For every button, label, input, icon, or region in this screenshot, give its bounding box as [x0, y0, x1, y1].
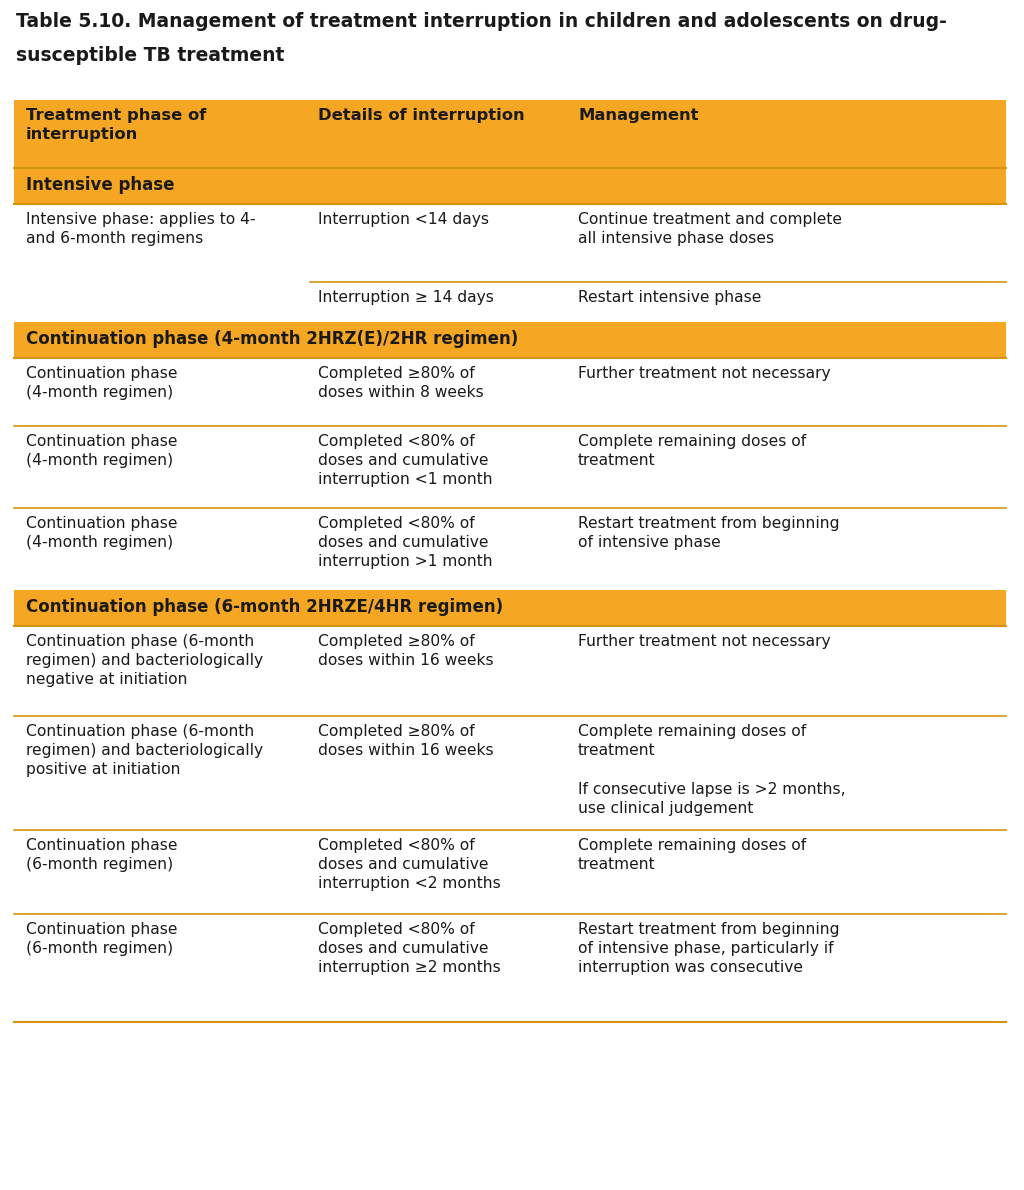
Text: Continuation phase
(6-month regimen): Continuation phase (6-month regimen) — [26, 922, 177, 957]
Text: Further treatment not necessary: Further treatment not necessary — [578, 367, 830, 381]
Text: Intensive phase: Intensive phase — [26, 176, 174, 194]
Bar — [14, 829, 1006, 914]
Bar — [14, 203, 1006, 282]
Bar — [14, 590, 1006, 626]
Text: Details of interruption: Details of interruption — [318, 108, 524, 123]
Text: Restart intensive phase: Restart intensive phase — [578, 290, 762, 305]
Text: Interruption ≥ 14 days: Interruption ≥ 14 days — [318, 290, 494, 305]
Text: Treatment phase of
interruption: Treatment phase of interruption — [26, 108, 206, 142]
Text: Continuation phase
(4-month regimen): Continuation phase (4-month regimen) — [26, 434, 177, 468]
Text: Restart treatment from beginning
of intensive phase: Restart treatment from beginning of inte… — [578, 516, 840, 550]
Text: Continuation phase (6-month 2HRZE/4HR regimen): Continuation phase (6-month 2HRZE/4HR re… — [26, 599, 503, 616]
Bar — [14, 508, 1006, 590]
Text: Table 5.10. Management of treatment interruption in children and adolescents on : Table 5.10. Management of treatment inte… — [16, 12, 947, 31]
Text: Completed <80% of
doses and cumulative
interruption <1 month: Completed <80% of doses and cumulative i… — [318, 434, 493, 488]
Bar — [14, 282, 1006, 322]
Text: Continuation phase (4-month 2HRZ(E)/2HR regimen): Continuation phase (4-month 2HRZ(E)/2HR … — [26, 330, 518, 347]
Bar — [14, 626, 1006, 716]
Text: Complete remaining doses of
treatment: Complete remaining doses of treatment — [578, 838, 806, 872]
Bar — [14, 358, 1006, 426]
Bar — [14, 322, 1006, 358]
Text: Continuation phase
(4-month regimen): Continuation phase (4-month regimen) — [26, 516, 177, 550]
Text: Continuation phase
(4-month regimen): Continuation phase (4-month regimen) — [26, 367, 177, 400]
Text: Completed <80% of
doses and cumulative
interruption <2 months: Completed <80% of doses and cumulative i… — [318, 838, 501, 891]
Text: Further treatment not necessary: Further treatment not necessary — [578, 634, 830, 649]
Text: Completed ≥80% of
doses within 16 weeks: Completed ≥80% of doses within 16 weeks — [318, 634, 494, 669]
Text: Continuation phase
(6-month regimen): Continuation phase (6-month regimen) — [26, 838, 177, 872]
Text: Continue treatment and complete
all intensive phase doses: Continue treatment and complete all inte… — [578, 212, 842, 246]
Bar — [14, 426, 1006, 508]
Text: Completed ≥80% of
doses within 16 weeks: Completed ≥80% of doses within 16 weeks — [318, 724, 494, 758]
Text: Management: Management — [578, 108, 698, 123]
Bar — [14, 716, 1006, 829]
Text: Continuation phase (6-month
regimen) and bacteriologically
positive at initiatio: Continuation phase (6-month regimen) and… — [26, 724, 263, 777]
Text: Continuation phase (6-month
regimen) and bacteriologically
negative at initiatio: Continuation phase (6-month regimen) and… — [26, 634, 263, 688]
Bar — [14, 914, 1006, 1022]
Text: Intensive phase: applies to 4-
and 6-month regimens: Intensive phase: applies to 4- and 6-mon… — [26, 212, 256, 246]
Text: Restart treatment from beginning
of intensive phase, particularly if
interruptio: Restart treatment from beginning of inte… — [578, 922, 840, 976]
Text: Completed ≥80% of
doses within 8 weeks: Completed ≥80% of doses within 8 weeks — [318, 367, 483, 400]
Text: susceptible TB treatment: susceptible TB treatment — [16, 46, 285, 65]
Text: Completed <80% of
doses and cumulative
interruption >1 month: Completed <80% of doses and cumulative i… — [318, 516, 493, 569]
Text: Completed <80% of
doses and cumulative
interruption ≥2 months: Completed <80% of doses and cumulative i… — [318, 922, 501, 976]
Text: Complete remaining doses of
treatment

If consecutive lapse is >2 months,
use cl: Complete remaining doses of treatment If… — [578, 724, 846, 816]
Bar — [14, 100, 1006, 168]
Bar — [14, 168, 1006, 203]
Text: Interruption <14 days: Interruption <14 days — [318, 212, 489, 227]
Text: Complete remaining doses of
treatment: Complete remaining doses of treatment — [578, 434, 806, 468]
